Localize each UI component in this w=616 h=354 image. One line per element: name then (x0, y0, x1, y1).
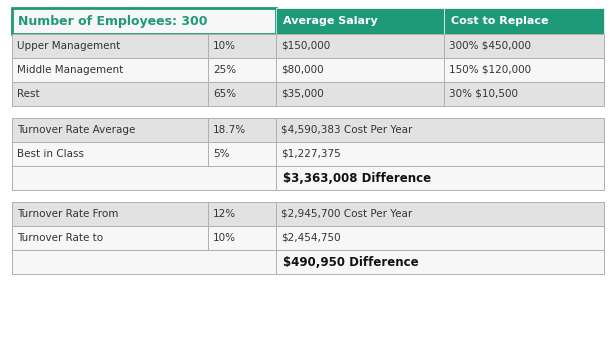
Bar (276, 202, 604, 226)
Bar (276, 34, 444, 58)
Bar (444, 58, 604, 82)
Text: Rest: Rest (17, 89, 39, 99)
Bar (208, 58, 276, 82)
Bar (276, 250, 604, 274)
Text: 25%: 25% (213, 65, 236, 75)
Text: Best in Class: Best in Class (17, 149, 84, 159)
Text: $80,000: $80,000 (281, 65, 323, 75)
Text: 18.7%: 18.7% (213, 125, 246, 135)
Bar (12, 142, 208, 166)
Bar (12, 202, 208, 226)
Text: 150% $120,000: 150% $120,000 (449, 65, 531, 75)
Bar (12, 34, 208, 58)
Text: $490,950 Difference: $490,950 Difference (283, 256, 419, 268)
Text: Turnover Rate Average: Turnover Rate Average (17, 125, 136, 135)
Text: Turnover Rate From: Turnover Rate From (17, 209, 118, 219)
Bar (208, 34, 276, 58)
Text: 30% $10,500: 30% $10,500 (449, 89, 518, 99)
Bar (12, 82, 208, 106)
Bar (12, 250, 276, 274)
Text: $3,363,008 Difference: $3,363,008 Difference (283, 171, 431, 184)
Bar (276, 58, 444, 82)
Bar (444, 82, 604, 106)
Text: $2,454,750: $2,454,750 (281, 233, 341, 243)
Bar (208, 118, 276, 142)
Bar (208, 202, 276, 226)
Bar (12, 8, 276, 34)
Text: Number of Employees: 300: Number of Employees: 300 (18, 15, 208, 28)
Bar (12, 118, 208, 142)
Text: 10%: 10% (213, 233, 236, 243)
Text: $35,000: $35,000 (281, 89, 324, 99)
Bar (208, 142, 276, 166)
Text: Average Salary: Average Salary (283, 16, 378, 26)
Text: $4,590,383 Cost Per Year: $4,590,383 Cost Per Year (281, 125, 412, 135)
Text: Cost to Replace: Cost to Replace (451, 16, 548, 26)
Text: Upper Management: Upper Management (17, 41, 120, 51)
Text: Turnover Rate to: Turnover Rate to (17, 233, 103, 243)
Text: 65%: 65% (213, 89, 236, 99)
Text: 12%: 12% (213, 209, 236, 219)
Text: $1,227,375: $1,227,375 (281, 149, 341, 159)
Text: $150,000: $150,000 (281, 41, 330, 51)
Bar (12, 166, 276, 190)
Bar (276, 166, 604, 190)
Bar (276, 8, 444, 34)
Text: $2,945,700 Cost Per Year: $2,945,700 Cost Per Year (281, 209, 412, 219)
Text: Middle Management: Middle Management (17, 65, 123, 75)
Bar (208, 226, 276, 250)
Text: 10%: 10% (213, 41, 236, 51)
Bar (444, 8, 604, 34)
Bar (208, 82, 276, 106)
Bar (276, 82, 444, 106)
Bar (444, 34, 604, 58)
Bar (12, 58, 208, 82)
Bar (12, 226, 208, 250)
Text: 300% $450,000: 300% $450,000 (449, 41, 531, 51)
Bar (276, 226, 604, 250)
Bar (276, 118, 604, 142)
Text: 5%: 5% (213, 149, 230, 159)
Bar (276, 142, 604, 166)
